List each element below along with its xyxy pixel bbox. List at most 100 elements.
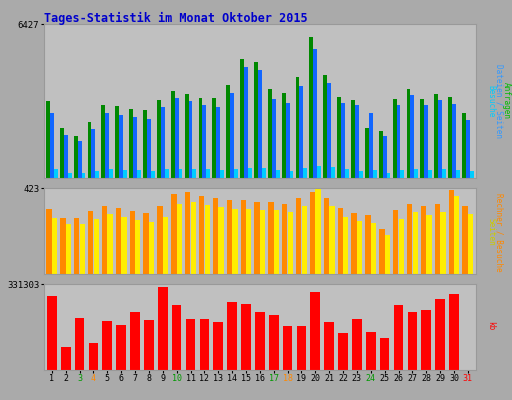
Bar bbox=[60, 218, 66, 274]
Bar bbox=[101, 105, 105, 178]
Bar bbox=[397, 105, 400, 178]
Bar bbox=[411, 95, 414, 178]
Bar bbox=[359, 171, 362, 178]
Bar bbox=[241, 304, 251, 370]
Bar bbox=[462, 113, 466, 178]
Bar bbox=[337, 96, 341, 178]
Bar bbox=[309, 37, 313, 178]
Bar bbox=[66, 224, 71, 274]
Bar bbox=[268, 89, 272, 178]
Bar bbox=[345, 170, 349, 178]
Bar bbox=[394, 304, 403, 370]
Bar bbox=[304, 168, 307, 178]
Bar bbox=[116, 325, 126, 370]
Bar bbox=[289, 171, 293, 178]
Bar bbox=[204, 205, 210, 274]
Bar bbox=[171, 90, 175, 178]
Bar bbox=[78, 141, 81, 178]
Bar bbox=[369, 113, 373, 178]
Bar bbox=[188, 101, 193, 178]
Bar bbox=[157, 100, 161, 178]
Bar bbox=[324, 198, 329, 274]
Bar bbox=[426, 215, 432, 274]
Bar bbox=[296, 326, 306, 370]
Bar bbox=[46, 101, 50, 178]
Bar bbox=[190, 202, 196, 274]
Bar bbox=[315, 189, 321, 274]
Bar bbox=[448, 96, 452, 178]
Bar bbox=[462, 206, 467, 274]
Bar bbox=[313, 49, 317, 178]
Bar bbox=[310, 192, 315, 274]
Bar bbox=[434, 94, 438, 178]
Bar bbox=[414, 169, 418, 178]
Bar bbox=[357, 221, 362, 274]
Bar bbox=[424, 105, 428, 178]
Bar bbox=[80, 224, 85, 274]
Bar bbox=[92, 129, 95, 178]
Bar bbox=[144, 320, 154, 370]
Bar bbox=[456, 170, 460, 178]
Bar bbox=[393, 99, 397, 178]
Bar bbox=[338, 333, 348, 370]
Bar bbox=[130, 312, 140, 370]
Bar bbox=[454, 196, 459, 274]
Bar bbox=[121, 217, 126, 274]
Bar bbox=[115, 106, 119, 178]
Bar bbox=[193, 169, 196, 178]
Bar bbox=[442, 170, 446, 178]
Bar bbox=[143, 213, 149, 274]
Text: Dateien / Seiten: Dateien / Seiten bbox=[494, 64, 503, 138]
Bar bbox=[161, 107, 165, 178]
Bar bbox=[421, 310, 431, 370]
Bar bbox=[116, 208, 121, 274]
Bar bbox=[365, 128, 369, 178]
Bar bbox=[438, 100, 442, 178]
Bar bbox=[366, 332, 376, 370]
Bar bbox=[300, 86, 304, 178]
Bar bbox=[337, 208, 343, 274]
Bar bbox=[105, 113, 109, 178]
Bar bbox=[435, 204, 440, 274]
Bar bbox=[123, 170, 127, 178]
Bar bbox=[324, 322, 334, 370]
Bar bbox=[61, 347, 71, 370]
Bar bbox=[81, 173, 86, 178]
Bar bbox=[254, 202, 260, 274]
Bar bbox=[408, 312, 417, 370]
Bar bbox=[129, 108, 133, 178]
Bar bbox=[420, 99, 424, 178]
Bar bbox=[108, 214, 113, 274]
Bar bbox=[151, 171, 155, 178]
Bar bbox=[227, 200, 232, 274]
Bar bbox=[452, 104, 456, 178]
Bar bbox=[94, 219, 99, 274]
Bar bbox=[220, 170, 224, 178]
Bar bbox=[288, 212, 293, 274]
Bar bbox=[230, 93, 234, 178]
Bar bbox=[102, 321, 112, 370]
Bar bbox=[260, 210, 265, 274]
Bar bbox=[407, 89, 411, 178]
Bar bbox=[385, 235, 390, 274]
Bar bbox=[202, 105, 206, 178]
Bar bbox=[47, 296, 57, 370]
Bar bbox=[317, 166, 321, 178]
Bar bbox=[240, 59, 244, 178]
Text: Besuche: Besuche bbox=[486, 85, 496, 117]
Bar bbox=[241, 200, 246, 274]
Bar bbox=[310, 292, 320, 370]
Bar bbox=[109, 169, 113, 178]
Bar bbox=[199, 196, 204, 274]
Bar bbox=[68, 173, 72, 178]
Bar bbox=[147, 119, 151, 178]
Bar bbox=[179, 168, 182, 178]
Bar bbox=[135, 220, 140, 274]
Bar bbox=[258, 70, 262, 178]
Bar bbox=[185, 94, 188, 178]
Bar bbox=[219, 207, 224, 274]
Bar bbox=[295, 77, 300, 178]
Bar bbox=[47, 209, 52, 274]
Bar bbox=[352, 213, 357, 274]
Bar bbox=[75, 318, 84, 370]
